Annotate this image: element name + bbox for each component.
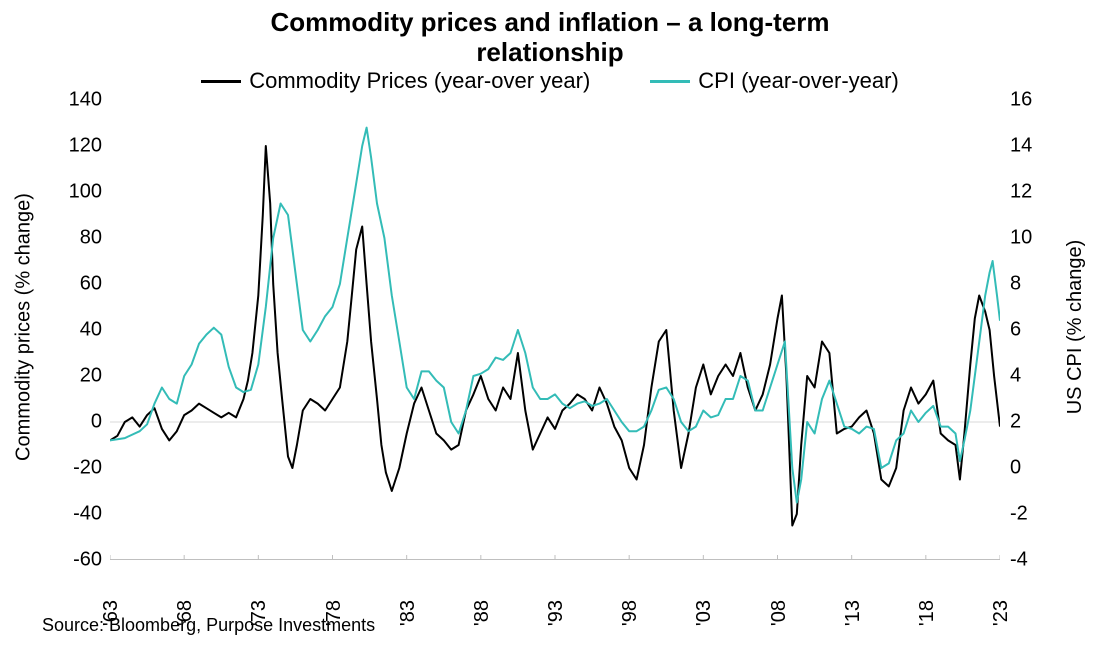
- chart-title-line2: relationship: [476, 37, 623, 67]
- y-left-tick: 120: [42, 135, 102, 158]
- legend-item-commodity: Commodity Prices (year-over year): [201, 68, 590, 94]
- y-axis-left-label: Commodity prices (% change): [13, 193, 36, 461]
- y-right-tick: 10: [1010, 227, 1060, 250]
- y-right-tick: 8: [1010, 273, 1060, 296]
- y-left-tick: 100: [42, 181, 102, 204]
- y-left-tick: 0: [42, 411, 102, 434]
- y-left-tick: 20: [42, 365, 102, 388]
- y-left-tick: 140: [42, 89, 102, 112]
- y-left-tick: -40: [42, 503, 102, 526]
- plot-area: [110, 100, 1000, 560]
- x-tick: '13: [842, 600, 865, 626]
- x-tick: '83: [397, 600, 420, 626]
- chart-title-line1: Commodity prices and inflation – a long-…: [270, 7, 829, 37]
- y-right-tick: 0: [1010, 457, 1060, 480]
- legend-label-commodity: Commodity Prices (year-over year): [249, 68, 590, 94]
- y-left-tick: 60: [42, 273, 102, 296]
- legend: Commodity Prices (year-over year) CPI (y…: [0, 68, 1100, 94]
- x-tick: '98: [619, 600, 642, 626]
- y-right-tick: 2: [1010, 411, 1060, 434]
- legend-swatch-commodity: [201, 80, 241, 83]
- source-text: Source: Bloomberg, Purpose Investments: [42, 615, 375, 636]
- y-left-tick: 40: [42, 319, 102, 342]
- y-left-tick: -20: [42, 457, 102, 480]
- y-right-tick: -4: [1010, 549, 1060, 572]
- y-left-tick: -60: [42, 549, 102, 572]
- legend-label-cpi: CPI (year-over-year): [698, 68, 898, 94]
- chart-title: Commodity prices and inflation – a long-…: [0, 8, 1100, 68]
- y-right-tick: 14: [1010, 135, 1060, 158]
- x-tick: '03: [693, 600, 716, 626]
- chart-container: Commodity prices and inflation – a long-…: [0, 0, 1100, 654]
- y-axis-right-label: US CPI (% change): [1065, 240, 1088, 415]
- x-tick: '23: [990, 600, 1013, 626]
- x-tick: '93: [545, 600, 568, 626]
- x-tick: '88: [471, 600, 494, 626]
- y-right-tick: -2: [1010, 503, 1060, 526]
- x-tick: '18: [916, 600, 939, 626]
- y-right-tick: 4: [1010, 365, 1060, 388]
- y-right-tick: 16: [1010, 89, 1060, 112]
- y-right-tick: 6: [1010, 319, 1060, 342]
- y-left-tick: 80: [42, 227, 102, 250]
- legend-swatch-cpi: [650, 80, 690, 83]
- x-tick: '08: [768, 600, 791, 626]
- y-right-tick: 12: [1010, 181, 1060, 204]
- legend-item-cpi: CPI (year-over-year): [650, 68, 898, 94]
